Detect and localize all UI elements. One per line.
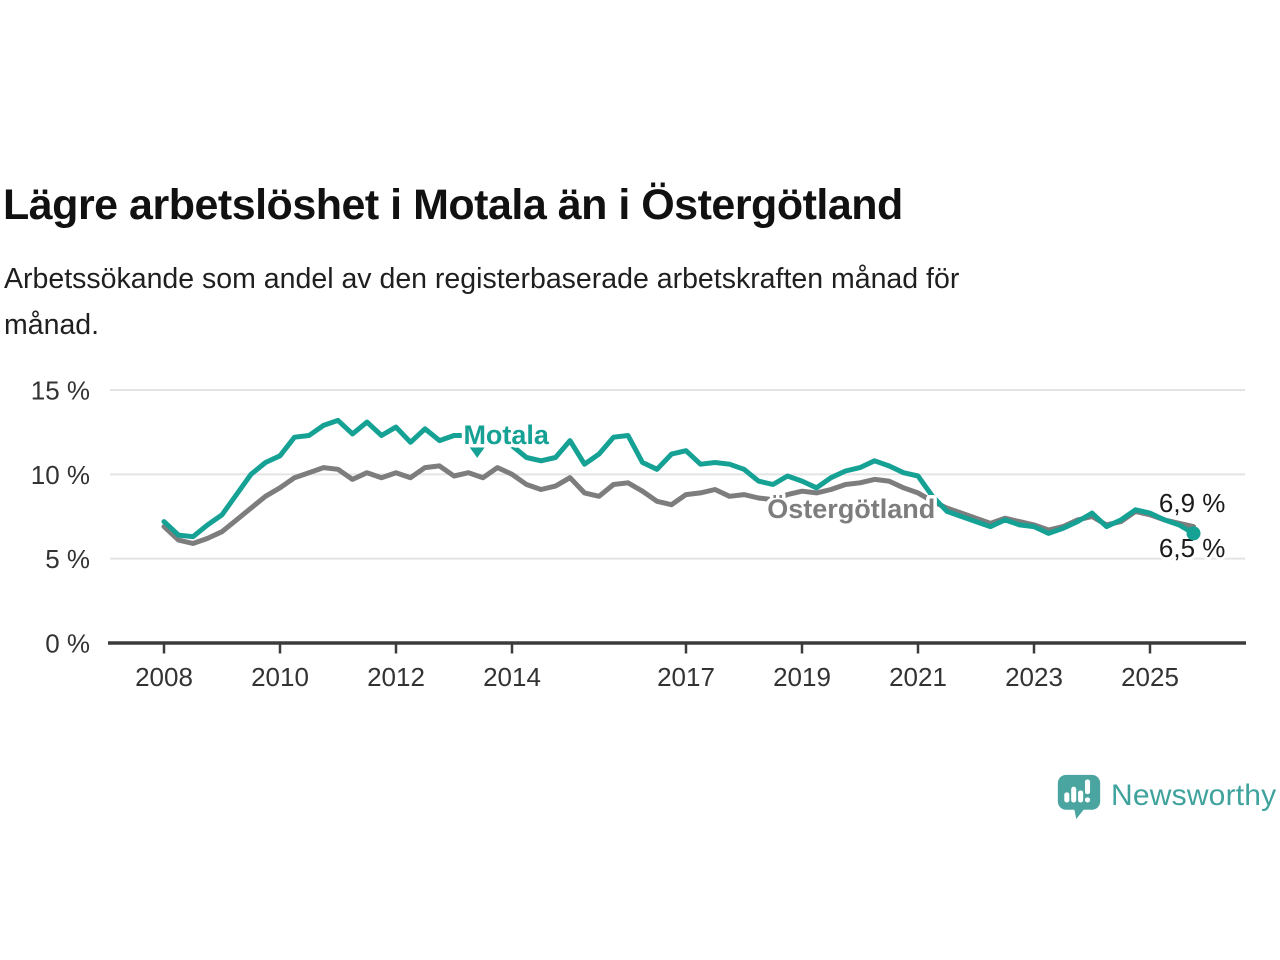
logo-exclamation-bar (1084, 779, 1091, 795)
page-subtitle: Arbetssökande som andel av den registerb… (4, 256, 959, 348)
unemployment-line-chart: 0 % 5 % 10 % 15 % 2008 2010 2012 2014 2017 2019 20… (0, 355, 1280, 705)
logo-bar-2 (1071, 786, 1077, 803)
logo-bar-1 (1064, 792, 1070, 803)
end-value-ostergotland: 6,9 % (1159, 488, 1226, 518)
line-end-dot (1186, 526, 1201, 541)
x-axis-tick-label: 2021 (889, 662, 947, 692)
logo-exclamation-dot (1084, 797, 1091, 803)
x-axis-tick-label: 2017 (657, 662, 715, 692)
motala-label: Motala (463, 420, 549, 450)
subtitle-line-1: Arbetssökande som andel av den registerb… (4, 263, 960, 295)
newsworthy-brand-text: Newsworthy (1111, 779, 1277, 812)
label-pointer-triangle (469, 447, 485, 458)
x-axis-tick-label: 2023 (1005, 662, 1063, 692)
y-axis-tick-label: 0 % (45, 629, 90, 659)
motala-line (161, 417, 1196, 540)
y-axis-tick-label: 10 % (31, 460, 90, 490)
x-axis-tick-label: 2014 (483, 662, 541, 692)
line-chart-svg: 0 % 5 % 10 % 15 % 2008 2010 2012 2014 2017 2019 20… (31, 376, 1246, 692)
newsworthy-logo: Newsworthy (1056, 772, 1276, 820)
x-axis-tick-label: 2025 (1121, 662, 1179, 692)
-sterg-tland-line (161, 463, 1196, 546)
x-axis-tick-label: 2008 (135, 662, 193, 692)
x-axis-tick-label: 2012 (367, 662, 425, 692)
x-axis-tick-label: 2010 (251, 662, 309, 692)
x-axis-tick-label: 2019 (773, 662, 831, 692)
newsworthy-logo-icon (1057, 774, 1101, 819)
logo-bar-3 (1078, 790, 1084, 803)
y-axis-tick-label: 5 % (45, 544, 90, 574)
subtitle-line-2: månad. (4, 309, 100, 341)
page-title: Lägre arbetslöshet i Motala än i Östergö… (3, 180, 903, 229)
ostergotland-label: Östergötland (767, 494, 935, 524)
y-axis-tick-label: 15 % (31, 376, 90, 406)
